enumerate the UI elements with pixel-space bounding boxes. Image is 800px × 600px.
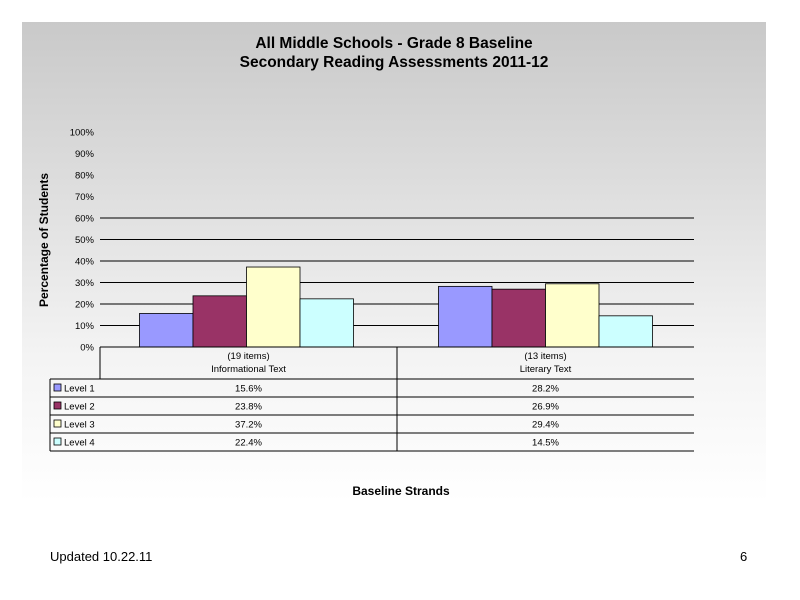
legend-label-level-3: Level 3 — [64, 420, 95, 431]
updated-date: Updated 10.22.11 — [50, 549, 153, 564]
y-axis-title: Percentage of Students — [37, 173, 51, 307]
y-tick-label: 30% — [75, 278, 95, 289]
bar-level-3-1 — [246, 266, 301, 348]
data-label-level-2-1: 23.8% — [235, 402, 262, 413]
data-label-level-3-2: 29.4% — [532, 420, 559, 431]
category-name-label: Literary Text — [520, 364, 572, 375]
y-tick-label: 60% — [75, 214, 95, 225]
bar-level-1-1 — [139, 313, 194, 348]
bar-level-2-1 — [192, 295, 247, 348]
bar-level-3-2 — [545, 283, 600, 348]
bar-level-2-2 — [491, 288, 546, 348]
y-tick-label: 40% — [75, 257, 95, 268]
category-name-label: Informational Text — [211, 364, 286, 375]
legend-key-level-1 — [53, 383, 62, 392]
legend-label-level-2: Level 2 — [64, 402, 95, 413]
chart-panel: All Middle Schools - Grade 8 Baseline Sec… — [22, 22, 766, 502]
legend-key-level-3 — [53, 419, 62, 428]
legend-key-level-2 — [53, 401, 62, 410]
y-tick-label: 70% — [75, 192, 95, 203]
y-tick-label: 100% — [70, 128, 95, 139]
bar-level-4-1 — [299, 298, 354, 348]
data-label-level-4-2: 14.5% — [532, 438, 559, 449]
data-label-level-1-1: 15.6% — [235, 384, 262, 395]
chart-title-line-1: All Middle Schools - Grade 8 Baseline — [255, 35, 533, 52]
y-tick-label: 50% — [75, 235, 95, 246]
legend-label-level-1: Level 1 — [64, 384, 95, 395]
data-label-level-2-2: 26.9% — [532, 402, 559, 413]
y-tick-label: 90% — [75, 149, 95, 160]
bar-level-4-2 — [598, 315, 653, 348]
y-tick-label: 80% — [75, 171, 95, 182]
data-label-level-3-1: 37.2% — [235, 420, 262, 431]
y-tick-label: 0% — [80, 343, 94, 354]
category-items-label: (13 items) — [524, 351, 566, 362]
y-tick-label: 10% — [75, 321, 95, 332]
y-tick-label: 20% — [75, 300, 95, 311]
bar-level-1-2 — [438, 285, 493, 348]
data-label-level-4-1: 22.4% — [235, 438, 262, 449]
chart-title-line-2: Secondary Reading Assessments 2011-12 — [240, 54, 549, 71]
legend-key-level-4 — [53, 437, 62, 446]
data-label-level-1-2: 28.2% — [532, 384, 559, 395]
page-number: 6 — [740, 549, 748, 564]
category-items-label: (19 items) — [227, 351, 269, 362]
legend-label-level-4: Level 4 — [64, 438, 95, 449]
x-axis-title: Baseline Strands — [352, 484, 450, 498]
chart: All Middle Schools - Grade 8 Baseline Sec… — [37, 35, 694, 498]
